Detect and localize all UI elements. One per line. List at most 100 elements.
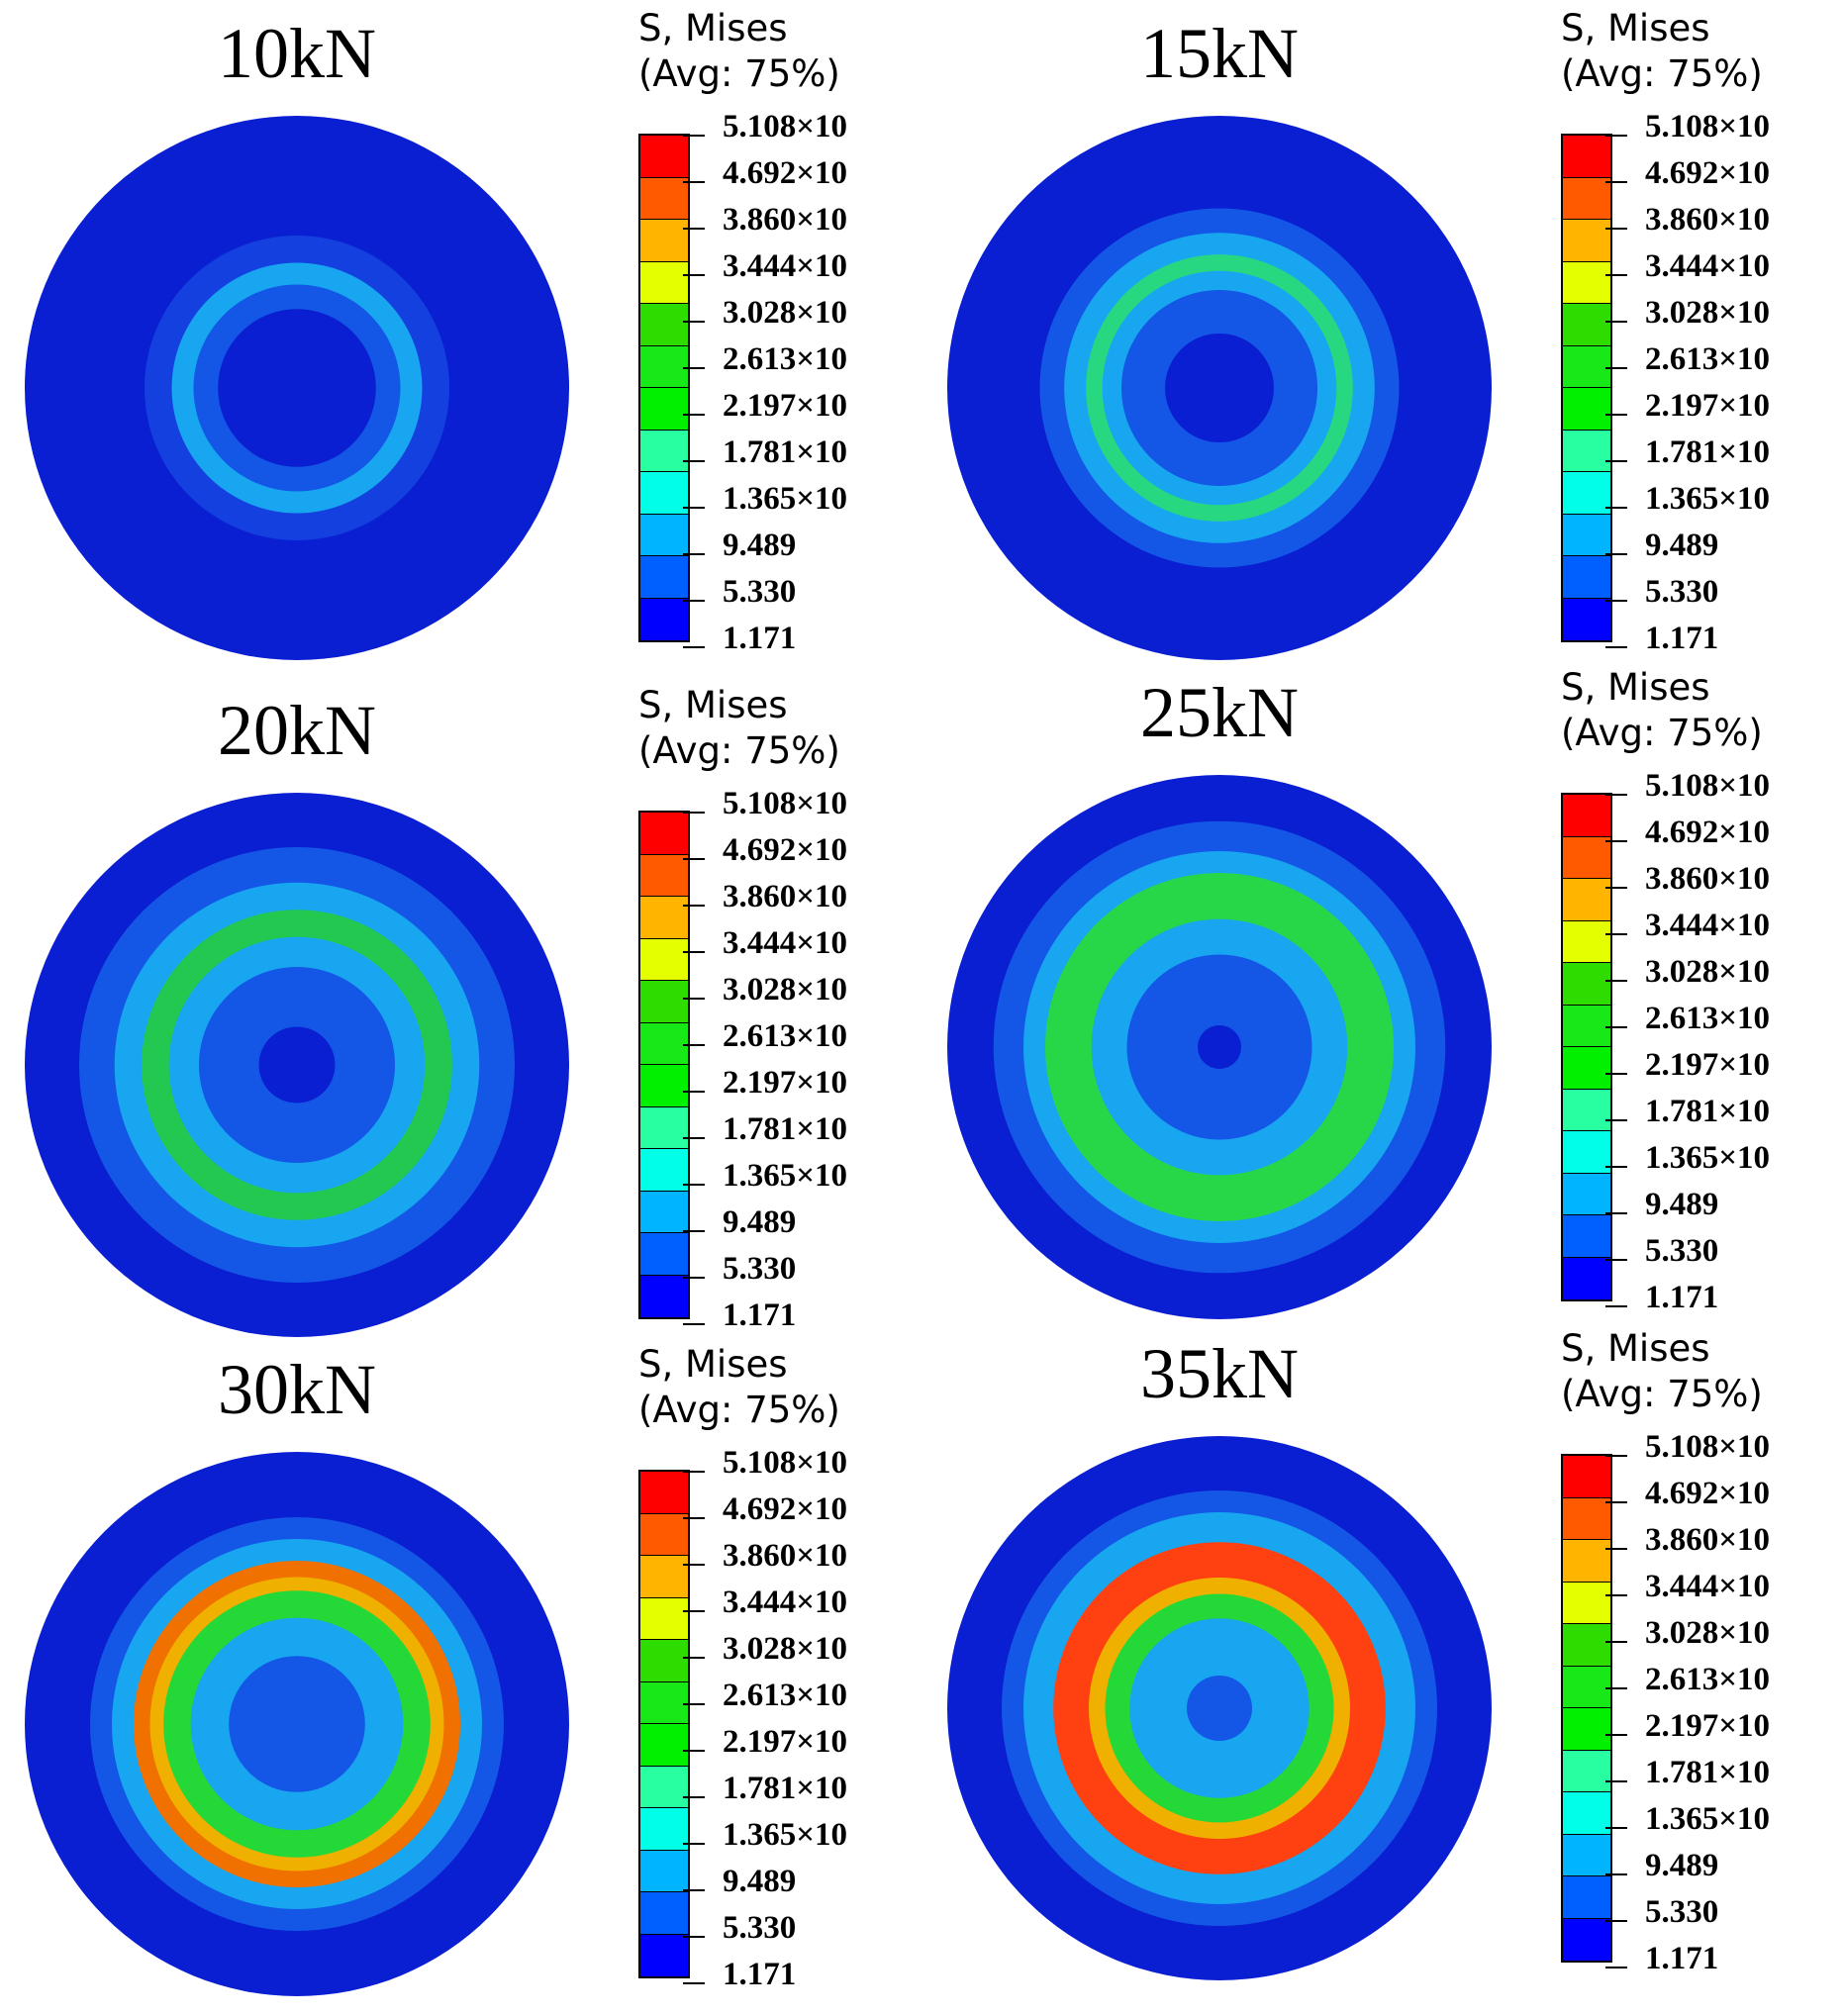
contour-band xyxy=(258,1026,336,1104)
legend-value: 2.197×10 xyxy=(1645,1708,1771,1744)
legend-swatch xyxy=(1563,1918,1610,1961)
legend-title: S, Mises (Avg: 75%) xyxy=(638,1342,840,1434)
legend-swatch xyxy=(1563,1173,1610,1215)
contour-band xyxy=(1165,334,1274,442)
legend-value: 2.613×10 xyxy=(1645,1001,1771,1036)
legend-tick xyxy=(1605,1259,1627,1261)
stress-contour-disk xyxy=(947,1436,1492,1980)
legend-swatch xyxy=(1563,1834,1610,1876)
legend-value: 3.444×10 xyxy=(1645,1569,1771,1604)
legend-value: 4.692×10 xyxy=(723,1491,848,1527)
legend-title-line1: S, Mises xyxy=(1561,1327,1710,1370)
contour-panel-20kN: 20kN S, Mises (Avg: 75%) 5.108×10 4.692×10 3.… xyxy=(0,677,922,1349)
legend-swatch xyxy=(1563,920,1610,963)
legend-value: 1.365×10 xyxy=(723,481,848,517)
contour-band xyxy=(218,309,376,467)
load-label: 20kN xyxy=(218,691,376,770)
legend-swatch xyxy=(1563,1540,1610,1583)
legend-value: 1.365×10 xyxy=(723,1817,848,1853)
legend-swatch xyxy=(1563,220,1610,262)
legend-swatch xyxy=(640,1065,688,1107)
stress-contour-disk xyxy=(25,793,569,1337)
legend-tick xyxy=(1605,1873,1627,1875)
legend-tick xyxy=(1605,1455,1627,1457)
legend-swatch xyxy=(640,1724,688,1767)
legend-swatch xyxy=(1563,1456,1610,1498)
legend-swatch xyxy=(1563,1005,1610,1047)
legend-tick xyxy=(683,1889,705,1891)
legend-swatch xyxy=(640,472,688,515)
contour-panel-15kN: 15kN S, Mises (Avg: 75%) 5.108×10 4.692×10 3.… xyxy=(922,0,1844,672)
legend-swatch xyxy=(1563,1792,1610,1835)
legend-swatch xyxy=(640,1191,688,1233)
legend-tick xyxy=(683,1230,705,1232)
legend-value: 1.781×10 xyxy=(723,1771,848,1806)
contour-band xyxy=(1198,1025,1241,1069)
legend-title-line1: S, Mises xyxy=(1561,7,1710,49)
legend-swatch xyxy=(640,304,688,346)
legend-tick xyxy=(683,858,705,860)
legend-swatch xyxy=(1563,177,1610,220)
legend-tick xyxy=(1605,274,1627,276)
stress-contour-disk xyxy=(25,1452,569,1996)
legend-title-line2: (Avg: 75%) xyxy=(1561,712,1763,755)
legend-swatch xyxy=(1563,1876,1610,1919)
legend-tick xyxy=(683,507,705,509)
legend-swatch xyxy=(640,1766,688,1808)
legend-swatch xyxy=(1563,1624,1610,1667)
legend-tick xyxy=(1605,1594,1627,1596)
contour-band xyxy=(1187,1676,1252,1741)
legend-tick xyxy=(683,1750,705,1752)
legend-title: S, Mises (Avg: 75%) xyxy=(1561,665,1763,757)
legend-tick xyxy=(1605,228,1627,230)
legend-value: 9.489 xyxy=(1645,1187,1719,1222)
legend-value: 2.613×10 xyxy=(723,1678,848,1713)
legend-swatch xyxy=(640,1934,688,1976)
legend-swatch xyxy=(640,813,688,855)
legend-tick xyxy=(1605,1501,1627,1503)
legend-swatch xyxy=(1563,1497,1610,1540)
legend-swatch xyxy=(1563,1666,1610,1708)
legend-title-line1: S, Mises xyxy=(638,684,788,726)
legend-tick xyxy=(1605,1967,1627,1968)
legend-value: 4.692×10 xyxy=(1645,155,1771,191)
legend-value: 1.365×10 xyxy=(1645,1801,1771,1837)
legend-tick xyxy=(1605,1641,1627,1643)
legend-tick xyxy=(683,553,705,555)
legend-title-line2: (Avg: 75%) xyxy=(1561,1373,1763,1416)
legend-value: 1.171 xyxy=(723,1297,797,1333)
load-label: 25kN xyxy=(1140,673,1299,752)
legend-tick xyxy=(683,812,705,814)
legend-value: 9.489 xyxy=(723,1204,797,1240)
legend-value: 2.197×10 xyxy=(723,388,848,424)
legend-swatch xyxy=(1563,136,1610,178)
legend-swatch xyxy=(640,556,688,599)
legend-value: 3.860×10 xyxy=(1645,1522,1771,1558)
legend-swatch xyxy=(640,514,688,556)
legend-value: 5.330 xyxy=(723,1910,797,1946)
contour-panel-35kN: 35kN S, Mises (Avg: 75%) 5.108×10 4.692×10 3.… xyxy=(922,1320,1844,1992)
legend-tick xyxy=(683,1184,705,1186)
legend-tick xyxy=(1605,1119,1627,1121)
legend-tick xyxy=(683,1471,705,1473)
legend-swatch xyxy=(640,1556,688,1598)
legend-tick xyxy=(1605,181,1627,183)
legend-swatch xyxy=(1563,304,1610,346)
legend-swatch xyxy=(640,261,688,304)
legend-tick xyxy=(683,321,705,323)
legend-tick xyxy=(683,1657,705,1659)
legend-value: 3.860×10 xyxy=(723,1538,848,1574)
legend-value: 4.692×10 xyxy=(723,832,848,868)
legend-swatch xyxy=(640,1681,688,1724)
legend-swatch xyxy=(640,1808,688,1851)
legend-color-bar xyxy=(638,134,690,642)
legend-swatch xyxy=(640,1597,688,1640)
legend-tick xyxy=(683,1703,705,1705)
legend-value: 3.444×10 xyxy=(723,925,848,961)
legend-swatch xyxy=(1563,1708,1610,1751)
legend-tick xyxy=(1605,553,1627,555)
legend-swatch xyxy=(640,1149,688,1192)
legend-title: S, Mises (Avg: 75%) xyxy=(638,683,840,775)
legend-value: 3.444×10 xyxy=(723,248,848,284)
legend-value: 1.365×10 xyxy=(1645,481,1771,517)
